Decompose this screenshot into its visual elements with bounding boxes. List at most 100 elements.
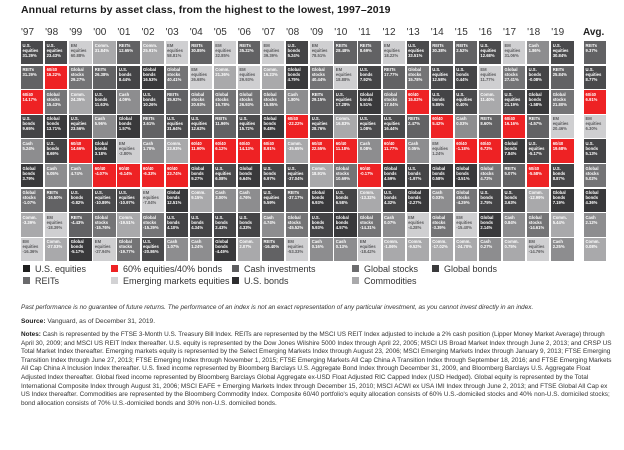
cell-return-value: 7.84% — [504, 150, 517, 156]
cell-asset-label: U.S. — [215, 165, 224, 171]
cell-return-value: 12.62% — [191, 126, 206, 132]
return-cell: U.S. equities 31.29% — [21, 41, 44, 65]
return-cell: Global stocks 26.93% — [237, 90, 261, 114]
cell-return-value: 5.05% — [46, 170, 59, 176]
return-cell: REITs 35.92% — [165, 90, 188, 114]
cell-asset-label: EM — [359, 239, 367, 245]
return-cell: EM equities 18.22% — [382, 41, 405, 65]
return-cell: U.S. equities 17.28% — [334, 90, 357, 114]
return-cell: Global bonds -2.27% — [406, 188, 429, 212]
cell-asset-label: equities — [528, 244, 545, 250]
return-cell: Comm. -17.02% — [430, 237, 454, 262]
cell-asset-label: 60/40 — [528, 165, 540, 171]
cell-return-value: -1.18% — [456, 145, 470, 151]
cell-asset-label: U.S. — [384, 190, 393, 196]
cell-asset-label: Global — [384, 165, 398, 171]
cell-asset-label: equities — [167, 121, 183, 127]
return-cell: U.S. bonds -0.82% — [69, 188, 92, 212]
cell-return-value: 15.02% — [408, 96, 423, 102]
cell-return-value: 31.29% — [22, 72, 37, 78]
cell-return-value: 23.43% — [46, 52, 61, 58]
cell-return-value: 14.66% — [70, 145, 85, 151]
return-cell: 60/40 15.02% — [406, 90, 429, 114]
legend-swatch — [23, 265, 30, 272]
cell-asset-label: REITs — [167, 91, 179, 97]
cell-asset-label: Comm. — [94, 42, 109, 48]
cell-return-value: 4.09% — [118, 96, 131, 102]
cell-return-value: 0.44% — [456, 77, 469, 83]
cell-return-value: 29.93% — [239, 77, 254, 83]
return-cell: Global bonds 7.19% — [551, 188, 574, 212]
cell-return-value: -1.58% — [528, 101, 542, 107]
cell-return-value: 21.19% — [504, 101, 519, 107]
cell-asset-label: equities — [456, 219, 473, 225]
return-cell: Global stocks -1.07% — [21, 188, 44, 212]
cell-return-value: 0.84% — [504, 219, 517, 225]
cell-asset-label: equities — [191, 121, 208, 127]
cell-return-value: 4.34% — [191, 224, 204, 230]
cell-asset-label: equities — [239, 72, 256, 78]
cell-asset-label: stocks — [585, 170, 599, 176]
cell-return-value: 17.04% — [384, 101, 399, 107]
return-cell: Cash 0.05% — [406, 139, 429, 163]
cell-asset-label: U.S. — [384, 116, 393, 122]
cell-asset-label: U.S. — [239, 116, 248, 122]
return-cell: REITs 29.15% — [310, 90, 333, 114]
cell-asset-label: Comm. — [335, 116, 350, 122]
return-cell: Comm. 2.07% — [237, 237, 261, 262]
return-cell: EM equities -2.80% — [117, 139, 140, 163]
cell-asset-label: U.S. — [456, 67, 465, 73]
legend-item: Global stocks — [352, 264, 418, 274]
legend-label: U.S. bonds — [244, 276, 289, 286]
cell-asset-label: REITs — [263, 239, 276, 245]
cell-asset-label: equities — [504, 96, 521, 102]
cell-asset-label: bonds — [552, 195, 566, 201]
cell-return-value: 11.63% — [94, 101, 109, 107]
cell-asset-label: Comm. — [215, 67, 230, 73]
cell-asset-label: stocks — [552, 96, 566, 102]
cell-return-value: 28.76% — [311, 126, 326, 132]
cell-return-value: 23.56% — [70, 126, 85, 132]
cell-asset-label: bonds — [384, 170, 397, 176]
cell-asset-label: Comm. — [167, 140, 182, 146]
return-cell: U.S. equities -10.97% — [117, 188, 140, 212]
return-cell: Cash 0.84% — [503, 213, 526, 237]
cell-return-value: 4.32% — [384, 200, 396, 206]
return-cell: REITs 2.47% — [406, 114, 429, 139]
return-cell: REITs 8.60% — [478, 114, 502, 139]
cell-asset-label: Global — [480, 214, 494, 220]
return-cell: EM equities -4.28% — [406, 213, 429, 237]
cell-asset-label: REITs — [311, 91, 324, 97]
return-cell: Global stocks -19.77% — [117, 237, 140, 262]
cell-asset-label: U.S. — [359, 116, 369, 122]
cell-asset-label: U.S. — [70, 190, 79, 196]
average-return-cell: Comm. 0.08% — [584, 237, 607, 262]
return-cell: REITs 30.85% — [189, 41, 213, 65]
cell-asset-label: Global — [480, 165, 494, 171]
year-label: '00 — [93, 27, 107, 38]
cell-asset-label: equities — [239, 121, 256, 127]
cell-asset-label: 60/40 — [552, 140, 564, 146]
cell-asset-label: Global — [585, 190, 599, 196]
return-cell: Cash 1.07% — [165, 237, 188, 262]
cell-asset-label: bonds — [528, 96, 542, 102]
return-cell: U.S. bonds 6.58% — [334, 188, 357, 212]
cell-return-value: 15.85% — [263, 101, 278, 107]
cell-asset-label: stocks — [143, 219, 157, 225]
return-cell: Global stocks 4.72% — [478, 164, 502, 188]
cell-asset-label: Cash — [46, 165, 57, 171]
year-label: '97 — [21, 27, 35, 38]
legend-item: U.S. equities — [23, 264, 86, 274]
cell-asset-label: stocks — [359, 219, 374, 225]
cell-asset-label: bonds — [22, 170, 36, 176]
legend-label: REITs — [35, 276, 60, 286]
return-cell: EM equities 32.85% — [213, 41, 237, 65]
cell-return-value: -4.57% — [528, 121, 542, 127]
cell-asset-label: Comm. — [263, 67, 278, 73]
return-cell: U.S. bonds 0.44% — [454, 65, 478, 89]
cell-asset-label: Global — [504, 67, 518, 73]
cell-return-value: 20.93% — [191, 101, 206, 107]
cell-asset-label: U.S. — [585, 140, 594, 146]
cell-asset-label: U.S. — [263, 190, 272, 196]
legend-item: Cash investments — [232, 264, 316, 274]
